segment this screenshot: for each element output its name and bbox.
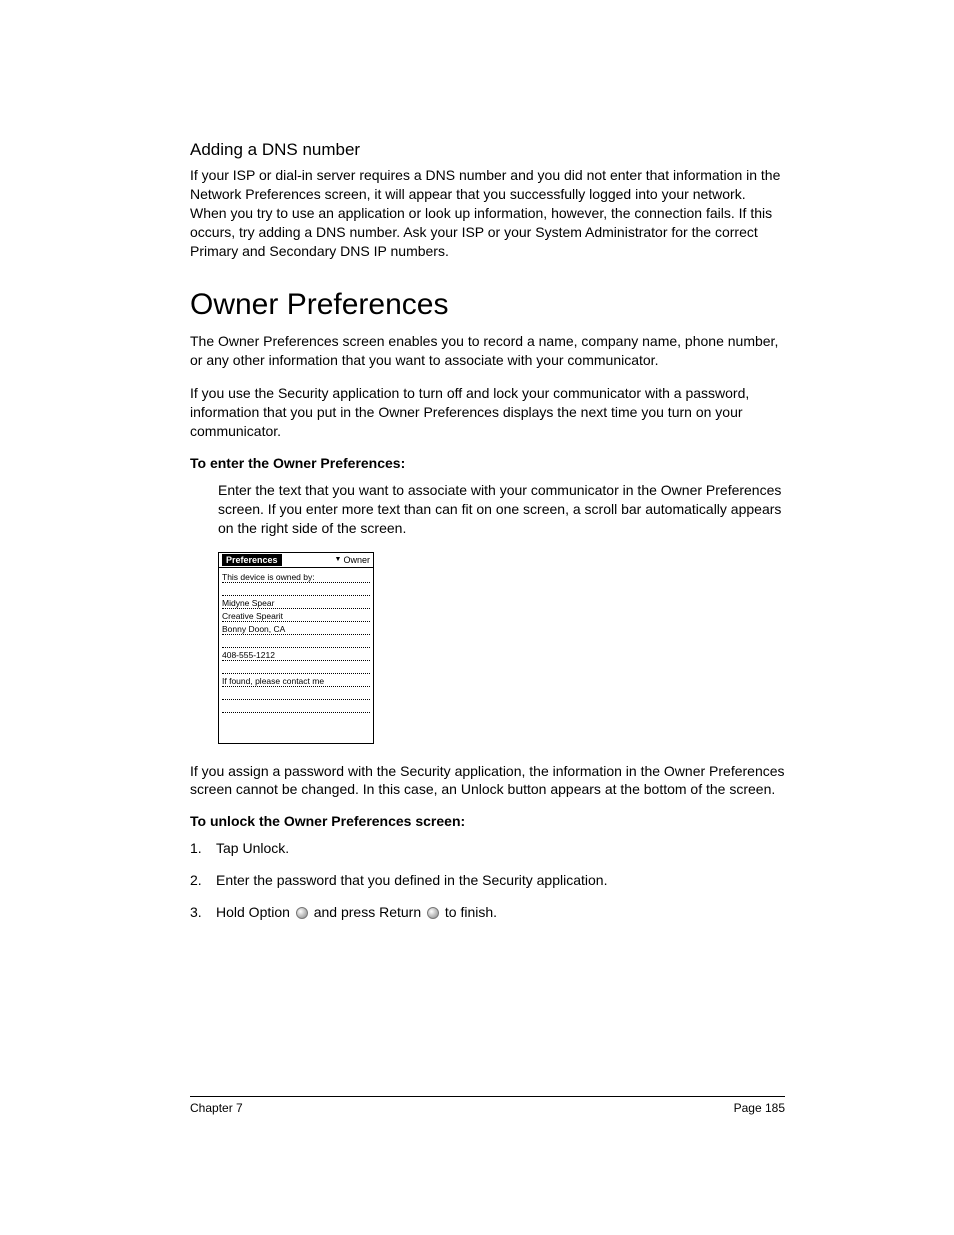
owner-prefs-screenshot: Preferences Owner This device is owned b…: [218, 552, 374, 744]
screenshot-text-line: Creative Spearit: [222, 611, 370, 622]
screenshot-text-line: Midyne Spear: [222, 598, 370, 609]
owner-para2: If you use the Security application to t…: [190, 384, 785, 441]
screenshot-text-line: If found, please contact me: [222, 676, 370, 687]
enter-prefs-body: Enter the text that you want to associat…: [218, 481, 785, 538]
step-number: 2.: [190, 871, 206, 891]
footer-chapter: Chapter 7: [190, 1101, 243, 1115]
step-3: 3. Hold Option and press Return to finis…: [190, 903, 785, 923]
screenshot-blank-line: [222, 663, 370, 674]
unlock-label: To unlock the Owner Preferences screen:: [190, 813, 785, 829]
screenshot-text-line: Bonny Doon, CA: [222, 624, 370, 635]
after-screenshot-paragraph: If you assign a password with the Securi…: [190, 762, 785, 800]
step-text: Tap Unlock.: [216, 839, 289, 859]
step-text: Hold Option and press Return to finish.: [216, 903, 497, 923]
footer-page-number: Page 185: [734, 1101, 785, 1115]
dns-heading: Adding a DNS number: [190, 140, 785, 160]
option-key-icon: [296, 907, 308, 919]
screenshot-blank-line: [222, 689, 370, 700]
step-1: 1. Tap Unlock.: [190, 839, 785, 859]
screenshot-dropdown: Owner: [335, 555, 370, 565]
step-3-part-b: and press Return: [314, 904, 421, 920]
step-number: 3.: [190, 903, 206, 923]
screenshot-header: Preferences Owner: [219, 553, 373, 568]
screenshot-title: Preferences: [222, 554, 282, 566]
screenshot-body: This device is owned by: Midyne Spear Crea…: [219, 572, 373, 713]
screenshot-text-line: 408-555-1212: [222, 650, 370, 661]
content-column: Adding a DNS number If your ISP or dial-…: [190, 140, 785, 922]
screenshot-blank-line: [222, 637, 370, 648]
screenshot-blank-line: [222, 702, 370, 713]
owner-heading: Owner Preferences: [190, 288, 785, 322]
enter-prefs-label: To enter the Owner Preferences:: [190, 455, 785, 471]
screenshot-blank-line: [222, 585, 370, 596]
dns-paragraph: If your ISP or dial-in server requires a…: [190, 166, 785, 260]
step-text: Enter the password that you defined in t…: [216, 871, 607, 891]
step-3-part-c: to finish.: [445, 904, 497, 920]
screenshot-text-line: This device is owned by:: [222, 572, 370, 583]
owner-para1: The Owner Preferences screen enables you…: [190, 332, 785, 370]
document-page: Adding a DNS number If your ISP or dial-…: [0, 0, 954, 1235]
return-key-icon: [427, 907, 439, 919]
unlock-steps: 1. Tap Unlock. 2. Enter the password tha…: [190, 839, 785, 922]
step-3-part-a: Hold Option: [216, 904, 290, 920]
step-2: 2. Enter the password that you defined i…: [190, 871, 785, 891]
step-number: 1.: [190, 839, 206, 859]
page-footer: Chapter 7 Page 185: [190, 1096, 785, 1115]
